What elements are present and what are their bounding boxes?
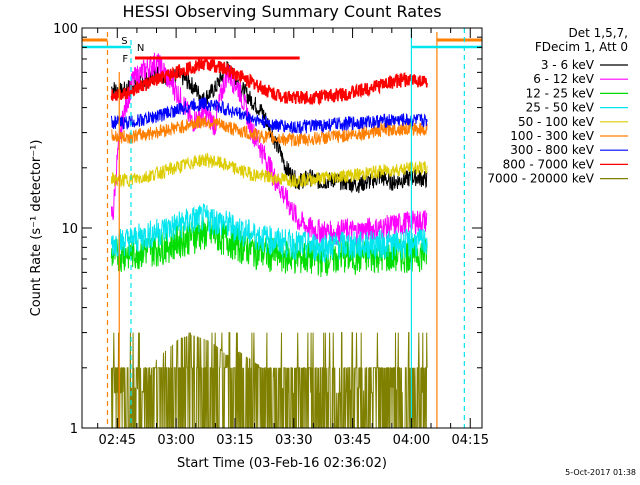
x-tick-label-3: 03:30 [275,433,312,448]
x-tick-label-2: 03:15 [216,433,253,448]
x-tick-label-1: 03:00 [157,433,194,448]
x-tick-label-4: 03:45 [334,433,371,448]
legend-label-3: 12 - 25 keV [526,86,595,100]
legend-label-1: 3 - 6 keV [541,58,595,72]
axis-layer: 1 10 100 02:45 03:00 03:15 03:30 03:45 04:00 04:1… [53,22,489,448]
series-line-5 [110,152,428,189]
legend-header-line-2: FDecim 1, Att 0 [535,40,628,54]
legend-label-8: 800 - 7000 keV [503,157,595,171]
x-tick-label-5: 04:00 [393,433,430,448]
x-tick-label-0: 02:45 [99,433,136,448]
chart-title: HESSI Observing Summary Count Rates [122,2,441,21]
legend-header-line-1: Det 1,5,7, [569,26,629,40]
footer-timestamp: 5-Oct-2017 01:38 [565,468,636,477]
legend-label-5: 50 - 100 keV [518,115,595,129]
series-line-2 [110,52,428,245]
series-line-7 [110,97,428,135]
marker-label-s: S [121,36,127,47]
y-tick-label-2: 100 [53,22,78,37]
legend-label-7: 300 - 800 keV [510,143,594,157]
marker-label-n: N [137,43,144,54]
series-line-4 [110,202,428,264]
series-line-6 [111,115,428,147]
y-tick-label-0: 1 [70,422,78,437]
legend-label-2: 6 - 12 keV [533,72,595,86]
series-line-8 [110,56,428,106]
y-axis-label: Count Rate (s⁻¹ detector⁻¹) [29,140,44,317]
legend-label-6: 100 - 300 keV [510,129,594,143]
y-tick-label-1: 10 [61,222,78,237]
marker-label-f: F [122,54,128,65]
x-tick-label-6: 04:15 [452,433,489,448]
x-axis-label: Start Time (03-Feb-16 02:36:02) [177,456,387,471]
legend-label-4: 25 - 50 keV [526,101,595,115]
legend-label-9: 7000 - 20000 keV [487,172,594,186]
